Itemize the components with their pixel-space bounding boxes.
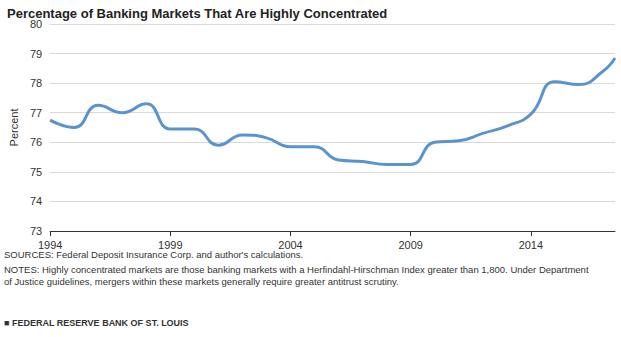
svg-text:77: 77 <box>30 107 42 119</box>
svg-text:1994: 1994 <box>38 239 62 251</box>
svg-text:NOTES: Highly concentrated mar: NOTES: Highly concentrated markets are t… <box>4 264 591 275</box>
svg-text:1999: 1999 <box>158 239 182 251</box>
svg-text:2009: 2009 <box>398 239 422 251</box>
svg-text:■ FEDERAL RESERVE BANK OF ST.: ■ FEDERAL RESERVE BANK OF ST. LOUIS <box>4 318 189 328</box>
svg-text:2014: 2014 <box>519 239 543 251</box>
svg-text:of Justice guidelines, mergers: of Justice guidelines, mergers within th… <box>4 276 399 287</box>
svg-text:79: 79 <box>30 48 42 60</box>
svg-text:73: 73 <box>30 225 42 237</box>
svg-text:2004: 2004 <box>278 239 302 251</box>
svg-text:75: 75 <box>30 166 42 178</box>
svg-text:74: 74 <box>30 195 42 207</box>
svg-text:80: 80 <box>29 18 43 30</box>
svg-text:SOURCES: Federal Deposit Insur: SOURCES: Federal Deposit Insurance Corp.… <box>4 248 304 260</box>
svg-text:76: 76 <box>30 136 42 148</box>
svg-text:78: 78 <box>30 77 42 89</box>
svg-text:Percent: Percent <box>8 109 20 147</box>
svg-text:Percentage of Banking Markets: Percentage of Banking Markets That Are H… <box>7 6 387 21</box>
